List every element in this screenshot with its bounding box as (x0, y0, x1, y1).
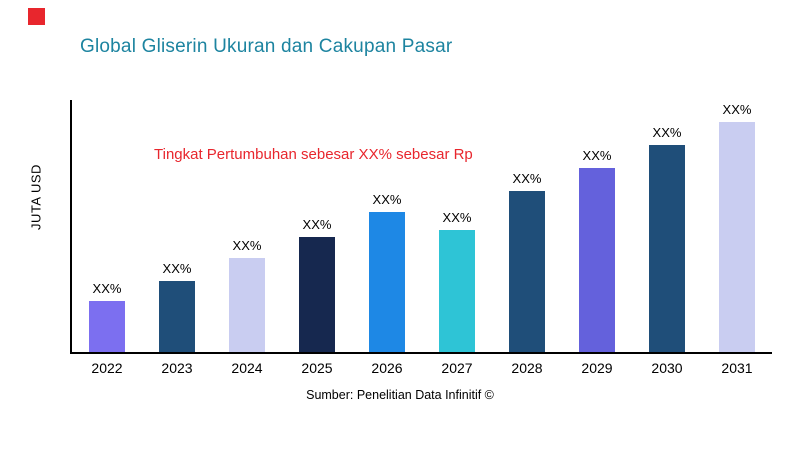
bar-value-label-2025: XX% (302, 217, 332, 232)
x-tick-2022: 2022 (91, 360, 123, 376)
x-tick-2027: 2027 (441, 360, 473, 376)
source-attribution: Sumber: Penelitian Data Infinitif © (306, 388, 494, 402)
bar-2022 (89, 301, 125, 352)
bar-2028 (509, 191, 545, 352)
x-axis-ticks: 2022 2023 2024 2025 2026 2027 2028 2029 2030 2031 (72, 360, 772, 376)
bar-column-2025: XX% (282, 100, 352, 352)
bar-column-2031: XX% (702, 100, 772, 352)
chart-title: Global Gliserin Ukuran dan Cakupan Pasar (80, 36, 453, 57)
bar-value-label-2031: XX% (722, 102, 752, 117)
bar-column-2022: XX% (72, 100, 142, 352)
bars-container: XX% XX% XX% XX% XX% XX% XX% XX% XX% XX% (72, 100, 772, 352)
bar-2026 (369, 212, 405, 352)
growth-annotation: Tingkat Pertumbuhan sebesar XX% sebesar … (154, 146, 473, 163)
bar-value-label-2022: XX% (92, 281, 122, 296)
bar-2025 (299, 237, 335, 352)
bar-column-2023: XX% (142, 100, 212, 352)
bar-value-label-2028: XX% (512, 171, 542, 186)
y-axis-label: JUTA USD (28, 164, 44, 230)
bar-column-2028: XX% (492, 100, 562, 352)
bar-value-label-2026: XX% (372, 192, 402, 207)
bar-value-label-2027: XX% (442, 210, 472, 225)
bar-column-2024: XX% (212, 100, 282, 352)
bar-value-label-2029: XX% (582, 148, 612, 163)
bar-2030 (649, 145, 685, 352)
bar-2023 (159, 281, 195, 352)
x-tick-2030: 2030 (651, 360, 683, 376)
brand-logo-square (28, 8, 45, 25)
bar-value-label-2024: XX% (232, 238, 262, 253)
x-tick-2023: 2023 (161, 360, 193, 376)
x-tick-2026: 2026 (371, 360, 403, 376)
bar-2029 (579, 168, 615, 352)
bar-column-2029: XX% (562, 100, 632, 352)
bar-column-2027: XX% (422, 100, 492, 352)
bar-column-2026: XX% (352, 100, 422, 352)
bar-value-label-2023: XX% (162, 261, 192, 276)
bar-2031 (719, 122, 755, 352)
x-tick-2031: 2031 (721, 360, 753, 376)
bar-column-2030: XX% (632, 100, 702, 352)
x-tick-2029: 2029 (581, 360, 613, 376)
x-tick-2024: 2024 (231, 360, 263, 376)
bar-value-label-2030: XX% (652, 125, 682, 140)
plot-area: Tingkat Pertumbuhan sebesar XX% sebesar … (70, 100, 772, 354)
x-tick-2025: 2025 (301, 360, 333, 376)
bar-2024 (229, 258, 265, 352)
x-tick-2028: 2028 (511, 360, 543, 376)
bar-2027 (439, 230, 475, 352)
